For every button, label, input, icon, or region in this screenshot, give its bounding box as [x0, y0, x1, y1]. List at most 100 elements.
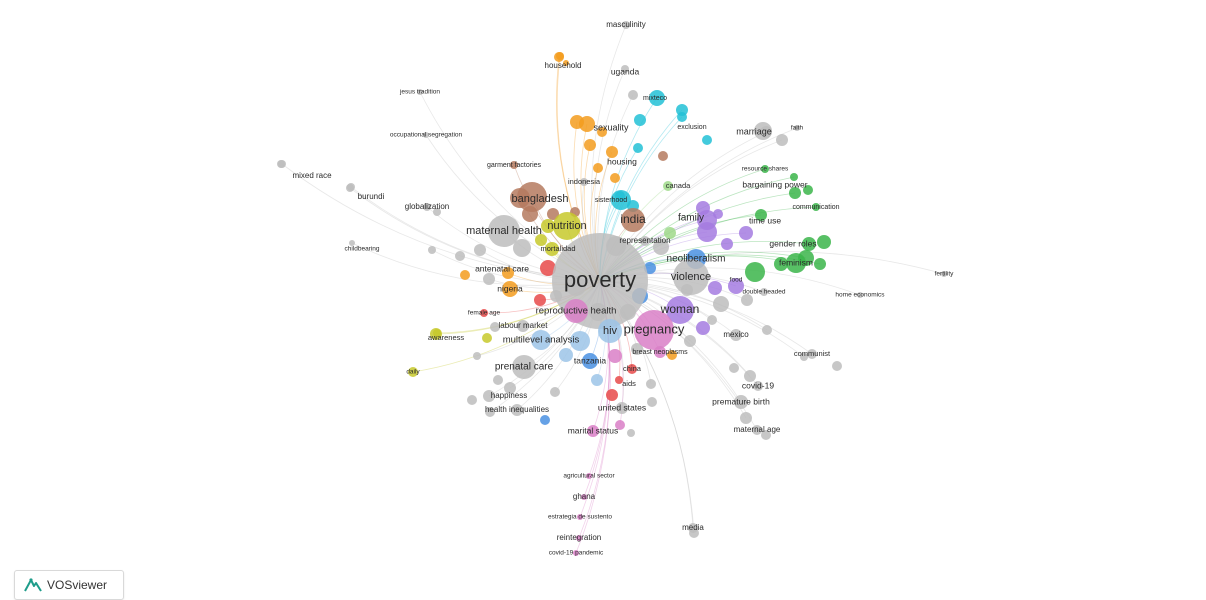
label-agricultural-sector[interactable]: agricultural sector — [563, 473, 615, 480]
cluster-node-70 — [550, 387, 560, 397]
label-india[interactable]: india — [620, 212, 646, 226]
label-united-states[interactable]: united states — [598, 402, 646, 412]
cluster-node-11 — [610, 173, 620, 183]
label-uganda[interactable]: uganda — [611, 66, 640, 76]
cluster-node-45 — [559, 348, 573, 362]
label-faith[interactable]: faith — [791, 125, 804, 132]
label-mixed-race[interactable]: mixed race — [292, 171, 332, 180]
cluster-node-25 — [721, 238, 733, 250]
label-prenatal-care[interactable]: prenatal care — [495, 362, 554, 373]
label-maternal-age[interactable]: maternal age — [734, 425, 781, 434]
node-exclusion[interactable] — [677, 112, 687, 122]
cluster-node-85 — [455, 251, 465, 261]
label-mixteco[interactable]: mixteco — [643, 95, 667, 102]
label-feminism[interactable]: feminism — [779, 257, 813, 267]
label-labour-market[interactable]: labour market — [499, 321, 549, 330]
cluster-node-26 — [739, 226, 753, 240]
cluster-node-7 — [658, 151, 668, 161]
label-childbearing[interactable]: childbearing — [344, 246, 379, 253]
label-covid-19-pandemic[interactable]: covid-19 pandemic — [549, 550, 604, 557]
label-communist[interactable]: communist — [794, 349, 831, 358]
cluster-node-71 — [606, 389, 618, 401]
label-poverty[interactable]: poverty — [564, 267, 636, 292]
label-food[interactable]: food — [730, 277, 743, 284]
label-awareness[interactable]: awareness — [428, 333, 465, 342]
label-masculinity[interactable]: masculinity — [606, 20, 646, 29]
label-breast-neoplasms[interactable]: breast neoplasms — [632, 349, 688, 356]
label-sisterhood[interactable]: sisterhood — [595, 197, 627, 204]
cluster-node-23 — [713, 296, 729, 312]
label-bangladesh[interactable]: bangladesh — [512, 193, 569, 205]
label-gender-roles[interactable]: gender roles — [769, 238, 816, 248]
label-estrategia-de-sustento[interactable]: estrategia de sustento — [548, 514, 612, 521]
cluster-node-72 — [646, 379, 656, 389]
label-layer: masculinity household uganda jesus traditio… — [292, 20, 954, 557]
label-multilevel-analysis[interactable]: multilevel analysis — [503, 335, 580, 346]
label-reproductive-health[interactable]: reproductive health — [536, 306, 617, 317]
cluster-node-87 — [627, 429, 635, 437]
label-premature-birth[interactable]: premature birth — [712, 396, 770, 406]
label-china[interactable]: china — [623, 364, 642, 373]
cluster-node-84 — [428, 246, 436, 254]
label-female-age[interactable]: female age — [468, 310, 501, 317]
cluster-node-21 — [745, 262, 765, 282]
label-nutrition[interactable]: nutrition — [547, 220, 586, 232]
label-covid-19[interactable]: covid-19 — [742, 380, 774, 390]
label-media[interactable]: media — [682, 523, 704, 532]
label-canada[interactable]: canada — [666, 181, 691, 190]
label-occupational-segregation[interactable]: occupational segregation — [390, 132, 463, 139]
cluster-node-20 — [814, 258, 826, 270]
cluster-node-52 — [707, 315, 717, 325]
label-neoliberalism[interactable]: neoliberalism — [667, 254, 726, 265]
label-sexuality[interactable]: sexuality — [593, 122, 629, 132]
label-maternal-health[interactable]: maternal health — [466, 225, 542, 237]
vosviewer-label: VOSviewer — [47, 578, 107, 592]
label-marital-status[interactable]: marital status — [568, 425, 619, 435]
label-fertility[interactable]: fertility — [935, 271, 955, 278]
label-family[interactable]: family — [678, 213, 704, 224]
label-violence[interactable]: violence — [671, 271, 711, 283]
vosviewer-badge: VOSviewer — [14, 570, 124, 600]
label-exclusion[interactable]: exclusion — [677, 124, 706, 131]
cluster-node-3 — [634, 114, 646, 126]
label-hiv[interactable]: hiv — [603, 325, 618, 337]
label-globalization[interactable]: globalization — [405, 202, 449, 211]
label-housing[interactable]: housing — [607, 156, 637, 166]
label-indonesia[interactable]: indonesia — [568, 177, 601, 186]
label-aids[interactable]: aids — [622, 379, 636, 388]
cluster-node-42 — [534, 294, 546, 306]
label-representation[interactable]: representation — [619, 236, 670, 245]
label-antenatal-care[interactable]: antenatal care — [475, 263, 529, 273]
label-home-economics[interactable]: home economics — [835, 292, 885, 299]
label-communication[interactable]: communication — [792, 204, 839, 211]
label-mortalidad[interactable]: mortalidad — [540, 244, 575, 253]
cluster-node-12 — [593, 163, 603, 173]
label-double-headed[interactable]: double headed — [742, 289, 785, 296]
label-time-use[interactable]: time use — [749, 215, 781, 225]
node-mixed-race[interactable] — [278, 160, 286, 168]
label-mexico[interactable]: mexico — [723, 330, 749, 339]
label-pregnancy[interactable]: pregnancy — [624, 321, 685, 336]
label-burundi[interactable]: burundi — [358, 192, 385, 201]
cluster-node-78 — [762, 325, 772, 335]
label-nigeria[interactable]: nigeria — [497, 283, 523, 293]
label-jesus-tradition[interactable]: jesus tradition — [399, 89, 440, 96]
label-reintegration[interactable]: reintegration — [557, 533, 601, 542]
label-happiness[interactable]: happiness — [491, 391, 527, 400]
cluster-node-8 — [584, 139, 596, 151]
cluster-node-79 — [832, 361, 842, 371]
node-burundi[interactable] — [347, 183, 355, 191]
label-bargaining-power[interactable]: bargaining power — [742, 179, 807, 189]
cluster-node-6 — [633, 143, 643, 153]
cluster-node-5 — [702, 135, 712, 145]
cluster-node-50 — [684, 335, 696, 347]
label-woman[interactable]: woman — [660, 302, 700, 316]
label-health-inequalities[interactable]: health inequalities — [485, 405, 549, 414]
label-tanzania[interactable]: tanzania — [574, 355, 606, 365]
label-marriage[interactable]: marriage — [736, 126, 772, 136]
label-household[interactable]: household — [545, 61, 582, 70]
label-daily[interactable]: daily — [406, 369, 420, 376]
label-resource-shares[interactable]: resource shares — [742, 166, 789, 173]
label-garment-factories[interactable]: garment factories — [487, 162, 542, 169]
label-ghana[interactable]: ghana — [573, 492, 596, 501]
